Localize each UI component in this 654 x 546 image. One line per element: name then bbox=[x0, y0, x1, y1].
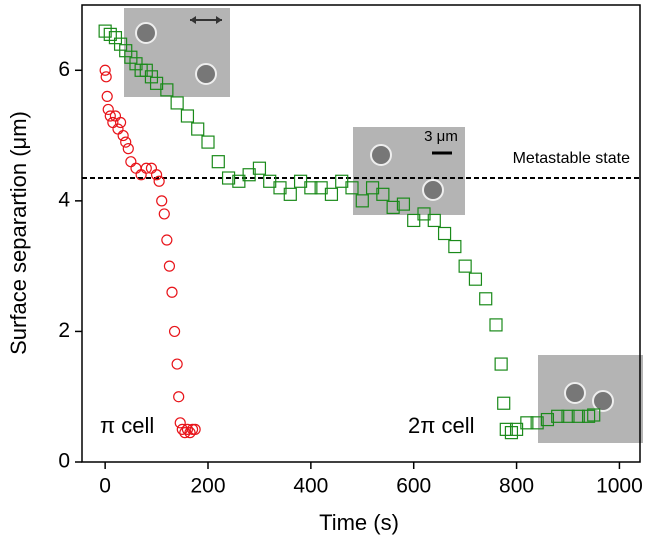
inset bbox=[124, 8, 230, 97]
data-point bbox=[540, 412, 555, 427]
data-point bbox=[170, 96, 184, 110]
particle bbox=[592, 390, 614, 412]
series-label: π cell bbox=[100, 413, 154, 438]
particle bbox=[564, 382, 586, 404]
data-point bbox=[458, 259, 472, 273]
data-point bbox=[166, 286, 178, 298]
data-point bbox=[173, 391, 185, 403]
y-axis-label: Surface separartion (μm) bbox=[6, 111, 31, 355]
data-point bbox=[114, 116, 127, 129]
data-point bbox=[252, 161, 267, 175]
x-tick-label: 800 bbox=[499, 475, 534, 498]
data-point bbox=[130, 162, 142, 174]
data-point bbox=[122, 143, 134, 155]
data-point bbox=[530, 416, 544, 430]
data-point bbox=[211, 155, 225, 169]
data-point bbox=[104, 110, 116, 122]
data-point bbox=[171, 358, 183, 370]
data-point bbox=[497, 396, 511, 410]
data-point bbox=[201, 135, 215, 149]
plot-frame bbox=[81, 4, 641, 463]
data-point bbox=[101, 90, 113, 103]
data-point bbox=[179, 427, 191, 439]
data-point bbox=[283, 187, 297, 201]
data-point bbox=[189, 423, 201, 435]
data-point bbox=[561, 409, 575, 423]
data-point bbox=[99, 64, 111, 76]
data-point bbox=[581, 409, 596, 423]
particle bbox=[422, 179, 444, 201]
data-point bbox=[100, 71, 112, 83]
data-point bbox=[520, 416, 534, 430]
data-point bbox=[437, 226, 452, 241]
x-tick-label: 600 bbox=[396, 475, 431, 498]
inset bbox=[538, 355, 643, 443]
y-tick-label: 6 bbox=[58, 58, 70, 81]
data-point bbox=[494, 357, 508, 371]
data-point bbox=[117, 129, 129, 142]
data-point bbox=[160, 83, 174, 97]
data-point bbox=[102, 103, 114, 116]
data-point bbox=[180, 109, 195, 123]
series-label: 2π cell bbox=[408, 413, 475, 438]
data-point bbox=[355, 194, 369, 208]
data-point bbox=[376, 187, 390, 201]
data-point bbox=[161, 234, 173, 246]
data-point bbox=[174, 417, 186, 429]
x-tick-label: 1000 bbox=[596, 475, 643, 498]
data-point bbox=[504, 426, 519, 440]
data-point bbox=[150, 169, 163, 181]
data-point bbox=[181, 423, 194, 435]
data-point bbox=[186, 423, 199, 435]
particle bbox=[370, 144, 392, 166]
data-point bbox=[156, 195, 168, 207]
y-tick-label: 0 bbox=[58, 450, 70, 473]
data-point bbox=[221, 171, 236, 185]
data-point bbox=[479, 292, 493, 306]
data-point bbox=[468, 272, 483, 286]
data-point bbox=[103, 27, 117, 41]
data-point bbox=[587, 408, 601, 422]
scale-bar-label: 3 μm bbox=[424, 128, 458, 145]
data-point bbox=[163, 260, 176, 272]
x-tick-label: 200 bbox=[190, 475, 225, 498]
x-tick-label: 400 bbox=[293, 475, 328, 498]
data-point bbox=[191, 122, 205, 136]
data-point bbox=[120, 136, 132, 148]
data-point bbox=[551, 409, 565, 423]
particle bbox=[195, 63, 217, 85]
x-tick-label: 0 bbox=[99, 475, 111, 498]
data-point bbox=[158, 208, 170, 220]
data-point bbox=[396, 197, 411, 211]
particle bbox=[135, 22, 157, 44]
data-point bbox=[304, 181, 318, 195]
data-point bbox=[324, 187, 339, 201]
data-point bbox=[499, 422, 513, 436]
y-tick-label: 4 bbox=[58, 188, 70, 211]
data-point bbox=[168, 325, 181, 338]
data-point bbox=[125, 156, 137, 168]
data-point bbox=[386, 200, 400, 214]
data-point bbox=[489, 318, 503, 332]
data-point bbox=[153, 175, 165, 187]
data-point bbox=[112, 123, 124, 135]
inset-images bbox=[124, 8, 643, 443]
data-point bbox=[571, 409, 585, 423]
data-point bbox=[345, 181, 359, 195]
data-point bbox=[448, 239, 462, 254]
x-axis-label: Time (s) bbox=[319, 510, 399, 535]
data-point bbox=[427, 213, 441, 228]
reference-label: Metastable state bbox=[513, 150, 631, 167]
y-tick-label: 2 bbox=[58, 319, 70, 342]
data-point bbox=[140, 162, 152, 174]
